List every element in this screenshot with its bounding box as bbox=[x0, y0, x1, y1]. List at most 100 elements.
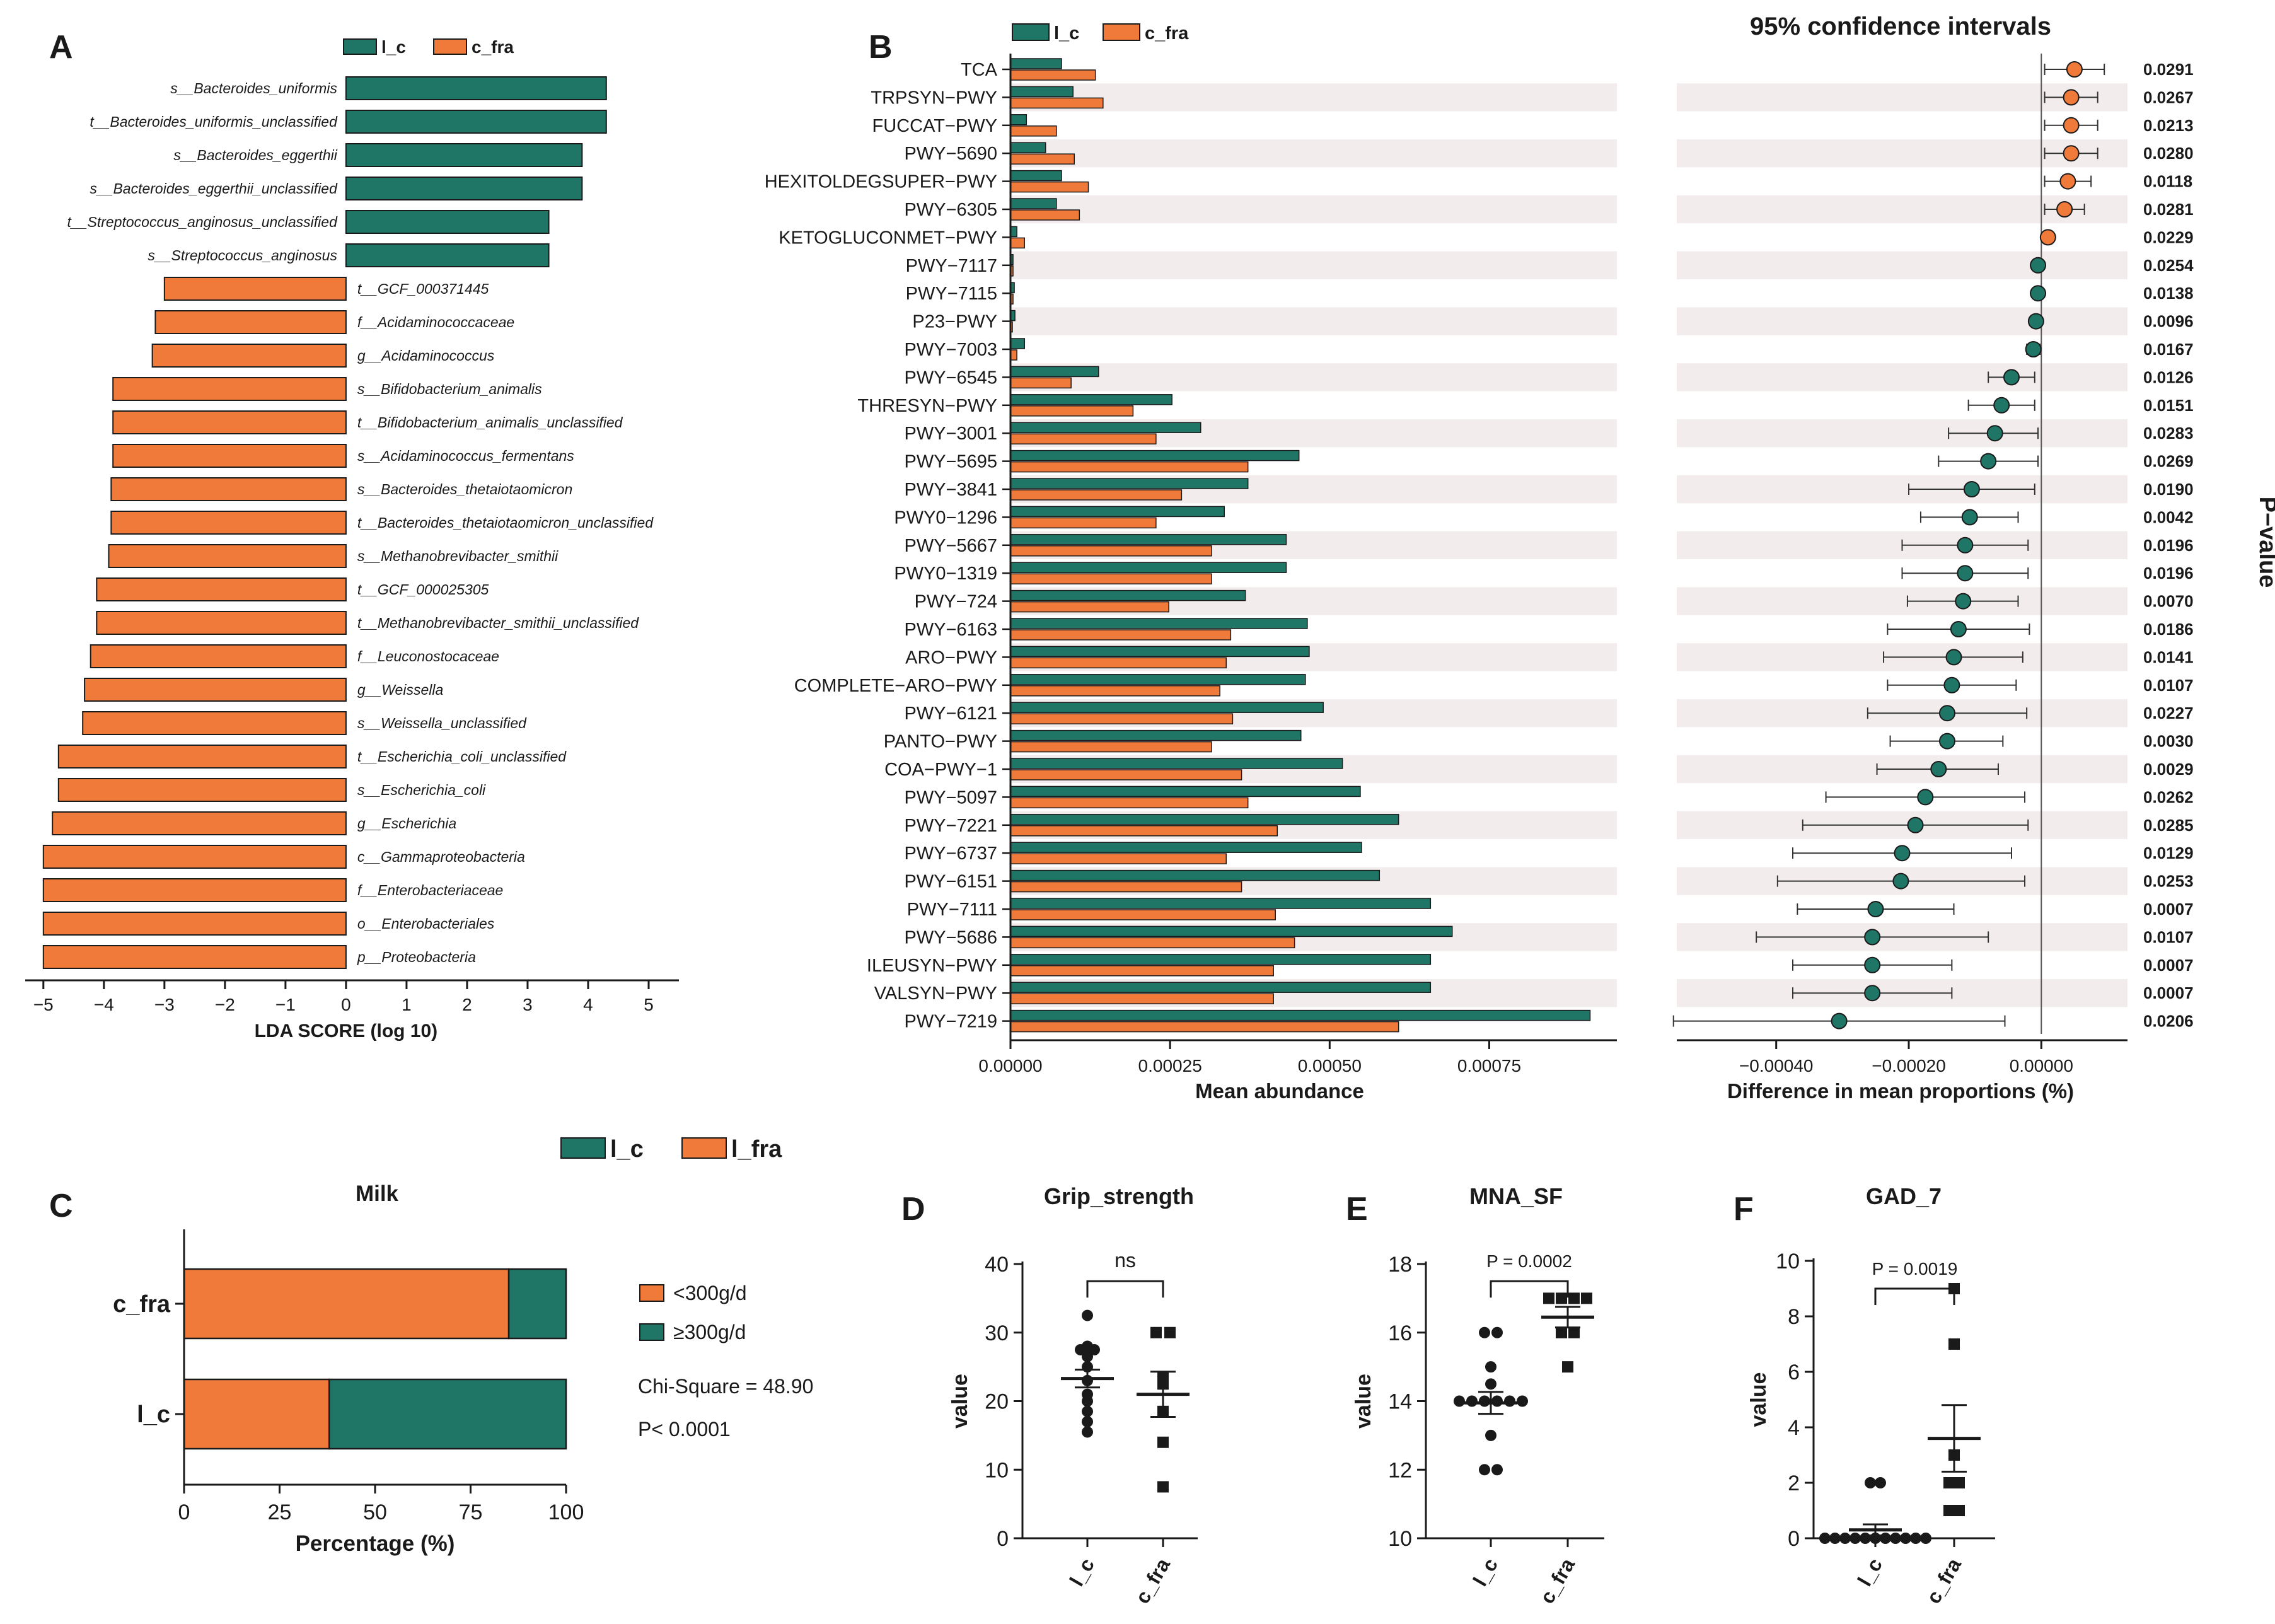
abundance-bar-c-fra bbox=[1010, 657, 1227, 669]
x-tick-label: −0.00020 bbox=[1872, 1056, 1946, 1076]
x-tick-label: 2 bbox=[462, 995, 472, 1014]
x-tick-label: 50 bbox=[363, 1500, 387, 1524]
pathway-label: PANTO−PWY bbox=[884, 732, 997, 752]
data-point-square bbox=[1954, 1505, 1965, 1516]
data-point-square bbox=[1954, 1477, 1965, 1488]
ci-point bbox=[2003, 369, 2020, 386]
pathway-label: PWY−7111 bbox=[907, 900, 997, 920]
abundance-bar-c-fra bbox=[1010, 1021, 1399, 1033]
lda-bar bbox=[112, 377, 347, 401]
pathway-label: COA−PWY−1 bbox=[884, 760, 997, 780]
milk-bar-over-300 bbox=[507, 1268, 567, 1340]
abundance-bar-c-fra bbox=[1010, 965, 1274, 977]
y-tick-label: 10 bbox=[985, 1458, 1009, 1482]
abundance-bar-c-fra bbox=[1010, 405, 1134, 417]
lda-bar bbox=[345, 76, 607, 100]
lda-bar bbox=[42, 945, 347, 969]
significance-label: ns bbox=[1114, 1249, 1136, 1272]
p-value-label: 0.0229 bbox=[2143, 228, 2194, 246]
p-value-label: 0.0129 bbox=[2143, 844, 2194, 862]
p-value-label: 0.0267 bbox=[2143, 88, 2194, 107]
data-point-square bbox=[1562, 1361, 1573, 1373]
y-tick-label: 10 bbox=[1388, 1527, 1412, 1551]
data-point-circle bbox=[1466, 1395, 1478, 1407]
x-category-label: l_c bbox=[1853, 1555, 1887, 1591]
abundance-bar-l-c bbox=[1010, 729, 1302, 741]
data-point-circle bbox=[1517, 1395, 1528, 1407]
data-point-circle bbox=[1900, 1533, 1911, 1544]
abundance-bar-c-fra bbox=[1010, 517, 1157, 529]
row-stripe bbox=[1677, 363, 2127, 392]
plot-title: GAD_7 bbox=[1866, 1183, 1942, 1209]
pathway-label: PWY−5695 bbox=[904, 452, 997, 472]
x-tick-label: −3 bbox=[154, 995, 175, 1014]
legend-over-300-swatch bbox=[639, 1323, 664, 1341]
p-value-label: 0.0227 bbox=[2143, 704, 2194, 722]
lda-bar bbox=[42, 878, 347, 902]
data-point-square bbox=[1556, 1326, 1567, 1338]
data-point-square bbox=[1543, 1292, 1554, 1304]
p-value-label: 0.0167 bbox=[2143, 340, 2194, 359]
abundance-bar-l-c bbox=[1010, 702, 1324, 713]
x-tick-label: 1 bbox=[402, 995, 412, 1014]
top-legend-l-c-label: l_c bbox=[610, 1136, 644, 1163]
ci-point bbox=[2066, 61, 2083, 78]
pathway-label: PWY−5690 bbox=[904, 144, 997, 164]
significance-label: P = 0.0002 bbox=[1486, 1251, 1572, 1271]
p-value-label: 0.0141 bbox=[2143, 647, 2194, 666]
lda-bar-label: s__Escherichia_coli bbox=[357, 782, 486, 798]
data-point-circle bbox=[1875, 1477, 1886, 1488]
milk-title: Milk bbox=[356, 1181, 399, 1206]
row-stripe bbox=[1012, 251, 1617, 279]
ci-point bbox=[2030, 257, 2047, 274]
panel-letter-c: C bbox=[49, 1188, 73, 1224]
abundance-bar-c-fra bbox=[1010, 181, 1089, 193]
x-tick-label: −1 bbox=[275, 995, 296, 1014]
data-point-circle bbox=[1082, 1395, 1093, 1407]
pathway-label: PWY−7115 bbox=[906, 284, 997, 304]
data-point-circle bbox=[1910, 1533, 1921, 1544]
abundance-bar-l-c bbox=[1010, 366, 1099, 378]
abundance-bar-l-c bbox=[1010, 198, 1057, 209]
x-category-label: l_c bbox=[1469, 1555, 1502, 1591]
x-tick-label: 0 bbox=[178, 1500, 190, 1524]
data-point-circle bbox=[1082, 1405, 1093, 1417]
y-tick-label: 2 bbox=[1788, 1471, 1800, 1495]
abundance-bar-c-fra bbox=[1010, 573, 1212, 584]
ci-point bbox=[1961, 509, 1978, 526]
lda-bar bbox=[57, 778, 347, 802]
p-value-label: 0.0196 bbox=[2143, 564, 2194, 583]
abundance-bar-l-c bbox=[1010, 394, 1172, 405]
row-stripe bbox=[1677, 475, 2127, 504]
lda-bar-label: t__Bifidobacterium_animalis_unclassified bbox=[357, 414, 623, 431]
pathway-label: VALSYN−PWY bbox=[874, 983, 997, 1004]
pathway-label: PWY0−1319 bbox=[894, 564, 997, 584]
legend-l-c-label: l_c bbox=[381, 37, 406, 57]
abundance-bar-c-fra bbox=[1010, 489, 1183, 501]
abundance-bar-c-fra bbox=[1010, 685, 1220, 697]
abundance-bar-c-fra bbox=[1010, 881, 1242, 893]
abundance-bar-c-fra bbox=[1010, 545, 1212, 557]
lda-bar-label: s__Bacteroides_thetaiotaomicron bbox=[357, 481, 572, 497]
p-value-label: 0.0029 bbox=[2143, 760, 2194, 779]
ci-point bbox=[2063, 117, 2080, 134]
p-value-label: 0.0213 bbox=[2143, 116, 2194, 135]
lda-bar bbox=[345, 143, 583, 167]
abundance-bar-l-c bbox=[1010, 338, 1026, 349]
ci-point bbox=[2030, 285, 2047, 302]
data-point-circle bbox=[1485, 1361, 1496, 1373]
pathway-label: PWY−7219 bbox=[904, 1012, 997, 1032]
legend-c-fra-swatch bbox=[433, 38, 467, 55]
abundance-bar-l-c bbox=[1010, 758, 1343, 769]
legend-under-300-label: <300g/d bbox=[673, 1282, 747, 1304]
data-point-circle bbox=[1454, 1395, 1465, 1407]
lda-bar bbox=[163, 277, 347, 301]
abundance-bar-l-c bbox=[1010, 506, 1225, 518]
data-point-square bbox=[1568, 1326, 1580, 1338]
p-value-label: 0.0285 bbox=[2143, 816, 2194, 835]
data-point-square bbox=[1568, 1292, 1580, 1304]
lda-bar bbox=[345, 177, 583, 200]
plot-title: Grip_strength bbox=[1044, 1183, 1194, 1209]
ci-point bbox=[2059, 173, 2076, 190]
